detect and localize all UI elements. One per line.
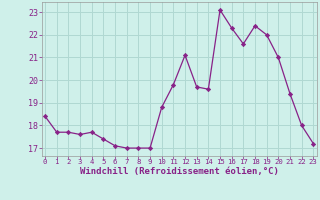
- X-axis label: Windchill (Refroidissement éolien,°C): Windchill (Refroidissement éolien,°C): [80, 167, 279, 176]
